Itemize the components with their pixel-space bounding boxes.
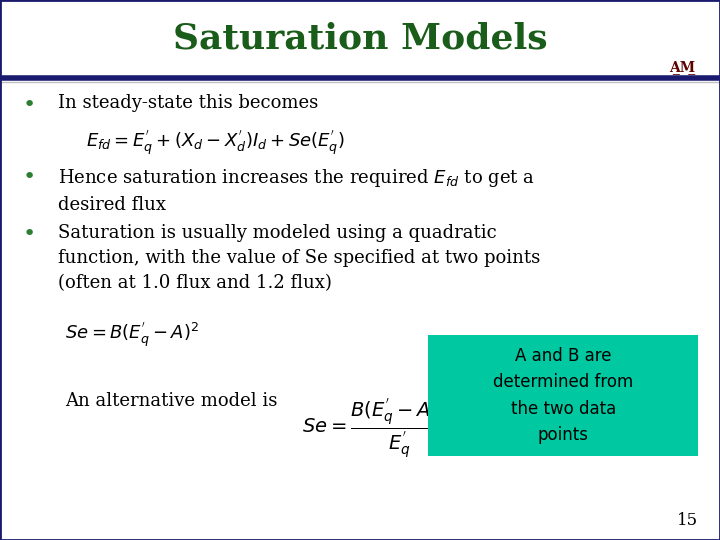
- Text: A and B are
determined from
the two data
points: A and B are determined from the two data…: [493, 347, 634, 444]
- Text: $E_{fd} = E_q^{'} + (X_d - X_d^{'})I_d + Se(E_q^{'})$: $E_{fd} = E_q^{'} + (X_d - X_d^{'})I_d +…: [86, 129, 346, 158]
- Text: Saturation Models: Saturation Models: [173, 22, 547, 56]
- FancyBboxPatch shape: [428, 335, 698, 456]
- Text: $Se = \dfrac{B(E_q^{'} - A)^2}{E_q^{'}}$: $Se = \dfrac{B(E_q^{'} - A)^2}{E_q^{'}}$: [302, 397, 449, 461]
- Text: Saturation is usually modeled using a quadratic
function, with the value of Se s: Saturation is usually modeled using a qu…: [58, 224, 540, 292]
- Text: A̲M̲: A̲M̲: [669, 60, 695, 75]
- Text: An alternative model is: An alternative model is: [65, 392, 283, 409]
- Text: 15: 15: [678, 512, 698, 529]
- Text: •: •: [22, 94, 35, 114]
- Text: •: •: [22, 167, 35, 187]
- Text: $Se = B(E_q^{'} - A)^2$: $Se = B(E_q^{'} - A)^2$: [65, 321, 199, 350]
- Text: In steady-state this becomes: In steady-state this becomes: [58, 94, 318, 112]
- Text: Hence saturation increases the required $E_{fd}$ to get a
desired flux: Hence saturation increases the required …: [58, 167, 534, 214]
- Text: •: •: [22, 224, 35, 244]
